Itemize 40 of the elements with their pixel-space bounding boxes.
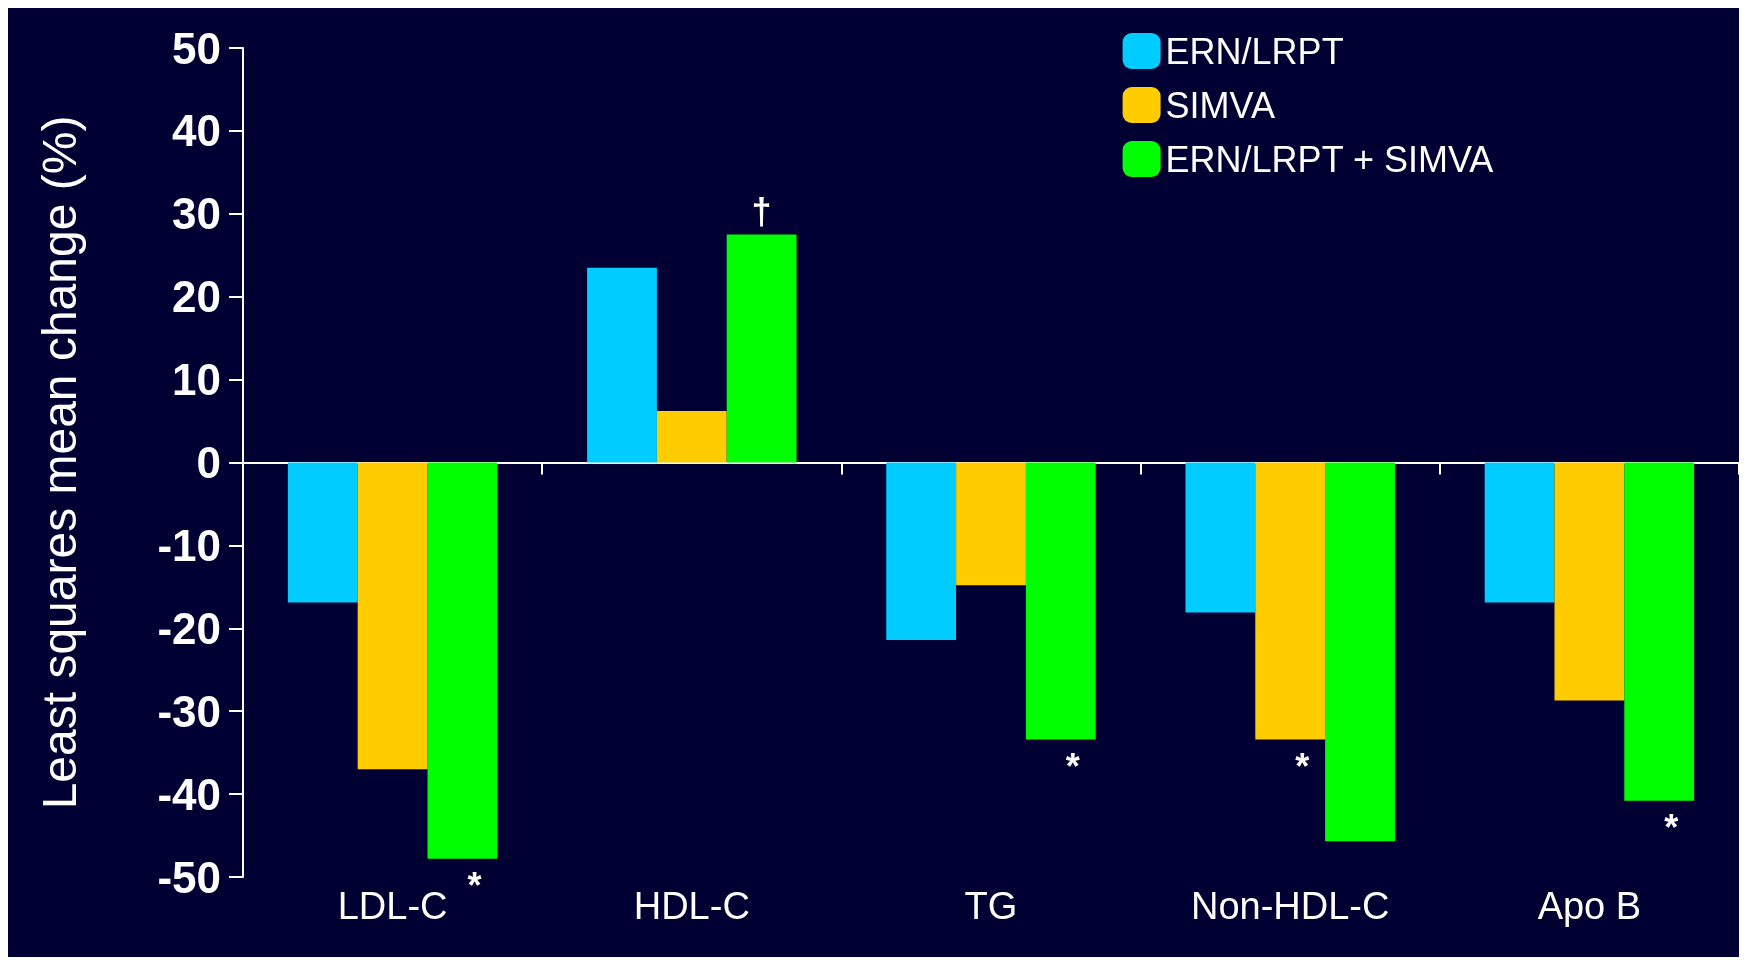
bar: [1554, 462, 1625, 701]
y-axis-title: Least squares mean change (%): [32, 115, 86, 810]
y-tick-label: -10: [157, 520, 221, 570]
x-tick-label: TG: [964, 885, 1018, 927]
legend-label: SIMVA: [1165, 84, 1275, 126]
y-tick-label: -30: [157, 686, 221, 736]
bar: [287, 462, 358, 603]
bar: [1025, 462, 1096, 740]
y-tick-label: 10: [172, 355, 221, 405]
data-label: *: [1664, 807, 1679, 849]
bar: [726, 234, 797, 463]
legend-label: ERN/LRPT + SIMVA: [1165, 138, 1494, 180]
bar: [1624, 462, 1695, 801]
y-tick-label: 0: [196, 438, 221, 487]
y-tick-label: 50: [172, 23, 221, 73]
bar: [1255, 462, 1326, 740]
legend-label: ERN/LRPT: [1165, 30, 1344, 72]
data-label: †: [751, 191, 772, 233]
bar: [886, 462, 957, 640]
data-label: *: [467, 865, 482, 907]
bar: [427, 462, 498, 859]
bar: [357, 462, 428, 770]
y-tick-label: -40: [157, 769, 221, 819]
bar: [1185, 462, 1256, 613]
data-label: *: [1065, 745, 1080, 787]
bar: [956, 462, 1026, 586]
bar: [587, 267, 657, 463]
x-tick-label: Apo B: [1537, 885, 1642, 927]
y-tick-label: -20: [157, 603, 221, 653]
x-tick-label: HDL-C: [633, 885, 750, 927]
bar: [656, 411, 727, 463]
y-tick-label: -50: [157, 852, 221, 902]
data-label: *: [1295, 745, 1310, 787]
bar: [1325, 462, 1395, 842]
bar: [1484, 462, 1555, 603]
y-tick-label: 40: [172, 106, 221, 156]
y-tick-label: 20: [172, 272, 221, 322]
x-tick-label: LDL-C: [337, 885, 448, 927]
y-tick-label: 30: [172, 189, 221, 239]
x-tick-label: Non-HDL-C: [1190, 885, 1390, 927]
